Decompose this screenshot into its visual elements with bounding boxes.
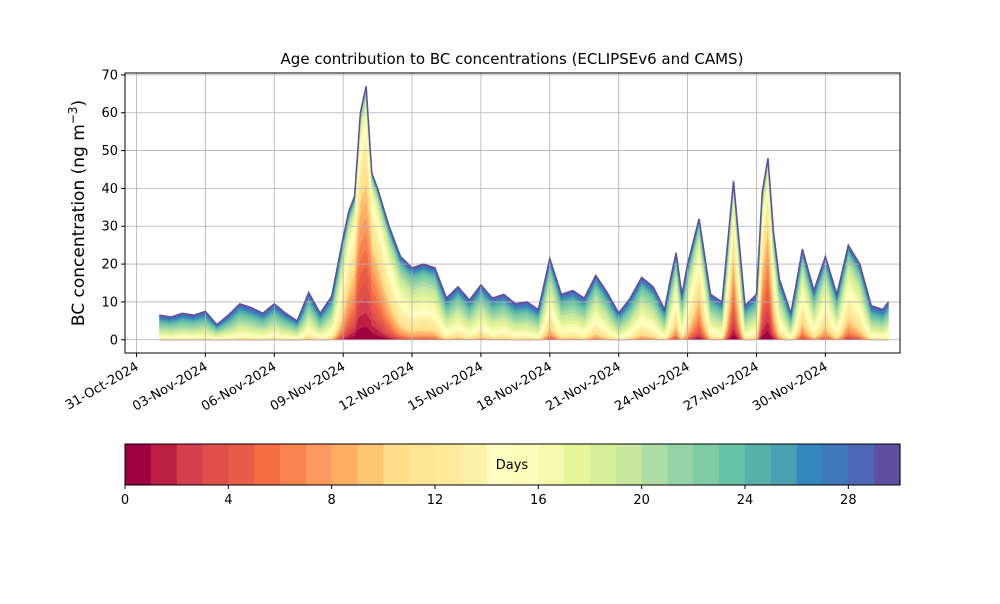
colorbar-segment <box>719 444 746 485</box>
colorbar-segment <box>641 444 669 485</box>
colorbar-tick-label: 28 <box>840 493 857 508</box>
chart-title: Age contribution to BC concentrations (E… <box>281 50 744 68</box>
y-tick-label: 20 <box>101 258 118 273</box>
colorbar-tick-label: 0 <box>121 493 129 508</box>
plot-frame <box>124 72 901 354</box>
colorbar-segment <box>125 444 152 485</box>
total-concentration-line <box>159 86 890 326</box>
colorbar-frame <box>124 443 901 486</box>
x-tick-label: 09-Nov-2024 <box>268 359 348 414</box>
colorbar-segment <box>383 444 410 485</box>
colorbar-segment <box>435 444 462 485</box>
colorbar-segment <box>667 444 694 485</box>
y-tick-label: 30 <box>101 220 118 235</box>
x-axis: 31-Oct-202403-Nov-202406-Nov-202409-Nov-… <box>63 353 830 414</box>
colorbar-segment <box>615 444 643 485</box>
x-tick-label: 12-Nov-2024 <box>337 359 417 414</box>
colorbar-segment <box>460 444 488 485</box>
colorbar-segments <box>125 444 901 485</box>
colorbar-tick-label: 16 <box>530 493 547 508</box>
colorbar-segment <box>745 444 772 485</box>
colorbar-label: Days <box>496 458 529 473</box>
age-band-21 <box>159 92 889 333</box>
age-band-20 <box>159 94 889 334</box>
y-tick-label: 40 <box>101 182 118 197</box>
colorbar-segment <box>486 444 514 485</box>
colorbar-segment <box>693 444 720 485</box>
x-tick-label: 30-Nov-2024 <box>750 359 830 414</box>
colorbar-ticks: 0 4 8 12 16 20 24 28 <box>121 485 857 508</box>
colorbar-segment <box>305 444 333 485</box>
y-tick-label: 0 <box>110 333 118 348</box>
x-tick-label: 15-Nov-2024 <box>406 359 486 414</box>
colorbar-segment <box>512 444 539 485</box>
x-tick-label: 27-Nov-2024 <box>681 359 761 414</box>
x-tick-label: 31-Oct-2024 <box>63 359 141 413</box>
y-tick-label: 10 <box>101 295 118 310</box>
y-tick-label: 70 <box>101 68 118 83</box>
x-tick-label: 03-Nov-2024 <box>130 359 210 414</box>
colorbar-tick-label: 24 <box>737 493 754 508</box>
colorbar: Days 0 4 8 12 16 20 24 28 <box>121 443 901 508</box>
colorbar-segment <box>874 444 901 485</box>
colorbar-segment <box>409 444 436 485</box>
colorbar-segment <box>280 444 307 485</box>
colorbar-tick-label: 4 <box>224 493 232 508</box>
colorbar-segment <box>538 444 565 485</box>
colorbar-segment <box>331 444 359 485</box>
x-tick-label: 21-Nov-2024 <box>543 359 623 414</box>
colorbar-segment <box>202 444 229 485</box>
colorbar-segment <box>228 444 255 485</box>
colorbar-segment <box>254 444 281 485</box>
colorbar-segment <box>848 444 875 485</box>
colorbar-segment <box>590 444 617 485</box>
colorbar-tick-label: 12 <box>427 493 444 508</box>
y-axis: 0 10 20 30 40 50 60 70 <box>101 68 125 348</box>
colorbar-segment <box>822 444 849 485</box>
colorbar-segment <box>564 444 591 485</box>
y-tick-label: 60 <box>101 106 118 121</box>
colorbar-segment <box>770 444 798 485</box>
colorbar-segment <box>357 444 384 485</box>
x-tick-label: 24-Nov-2024 <box>612 359 692 414</box>
colorbar-segment <box>150 444 178 485</box>
y-tick-label: 50 <box>101 144 118 159</box>
colorbar-segment <box>796 444 824 485</box>
x-tick-label: 06-Nov-2024 <box>199 359 279 414</box>
colorbar-tick-label: 8 <box>328 493 336 508</box>
plot-area <box>124 72 901 354</box>
x-tick-label: 18-Nov-2024 <box>475 359 555 414</box>
colorbar-tick-label: 20 <box>633 493 650 508</box>
colorbar-segment <box>176 444 204 485</box>
grid-lines <box>125 73 900 353</box>
y-axis-label: BC concentration (ng m−3) <box>66 100 89 326</box>
